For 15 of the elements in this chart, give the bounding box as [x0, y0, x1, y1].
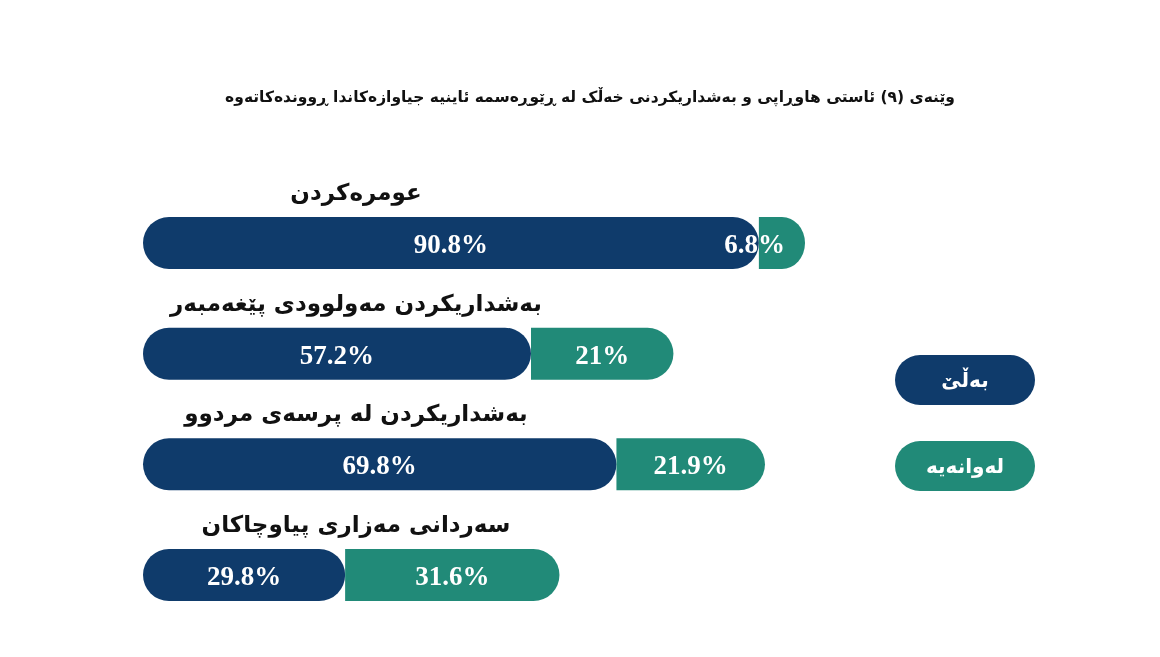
category-label: سەردانی مەزاری پیاوچاکان [201, 511, 511, 537]
value-label: 90.8% [413, 229, 489, 259]
category-label: بەشداریکردن مەولوودی پێغەمبەر [170, 289, 542, 316]
legend-label: لەوانەیە [925, 454, 1005, 478]
value-label: 31.6% [415, 561, 490, 591]
value-label: 57.2% [299, 339, 375, 370]
value-label: 69.8% [342, 450, 417, 481]
value-label: 21.9% [653, 450, 728, 481]
title: وێنەی (٩) ئاستی هاوڕاپی و بەشداریکردنی خەڵک لە ڕێوڕەسمە ئاینیە جیاوازەکاندا ڕووندەکاتەوە [225, 88, 955, 106]
value-label: 29.8% [206, 561, 282, 591]
category-label: عومرەکردن [290, 179, 422, 205]
value-label: 21% [575, 339, 630, 370]
category-label: بەشداریکردن لە پرسەی مردوو [184, 400, 528, 427]
value-label: 6.8% [724, 229, 785, 259]
legend-label: بەڵێ [941, 368, 989, 392]
